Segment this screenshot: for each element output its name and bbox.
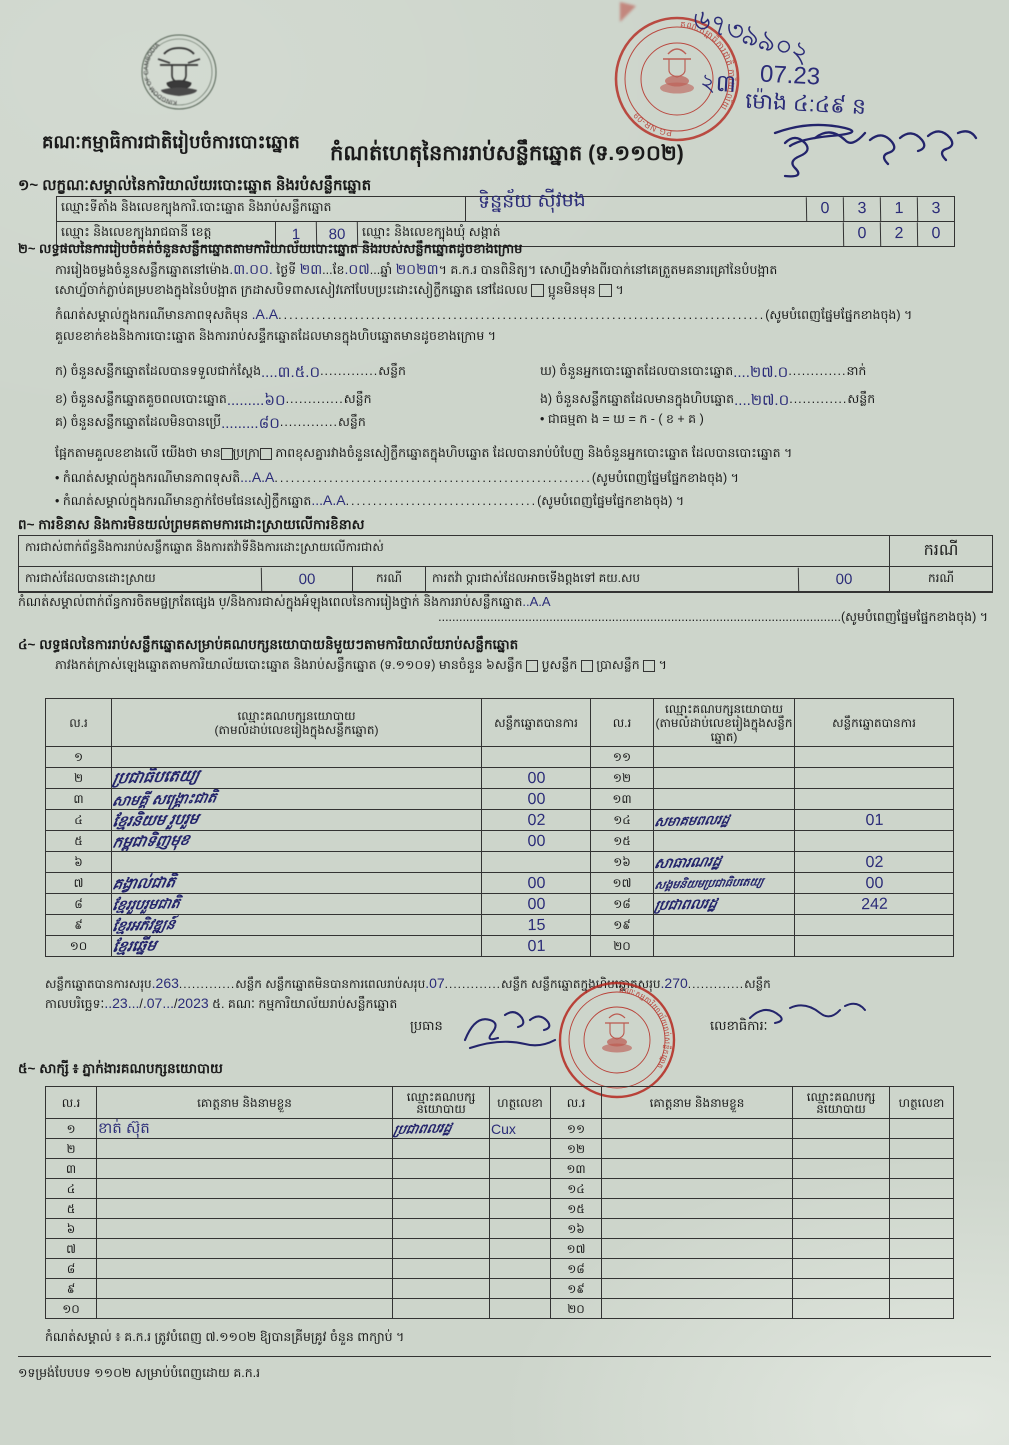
- svg-text:គណៈកម្មការិយាល័យរាប់សន្លឹកឆ្នោ: គណៈកម្មការិយាល័យរាប់សន្លឹកឆ្នោត: [619, 985, 673, 1071]
